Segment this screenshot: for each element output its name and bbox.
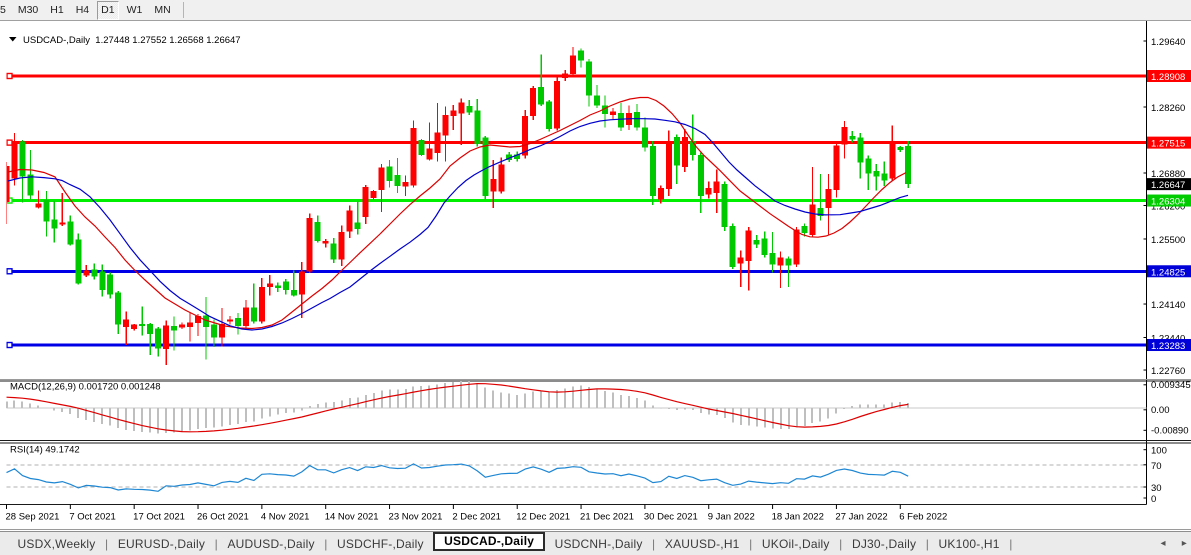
candle-113 — [905, 141, 911, 188]
price-tick-1.25500: 1.25500 — [1151, 235, 1185, 246]
svg-text:1.23283: 1.23283 — [1151, 341, 1185, 352]
timeframe-button-MN[interactable]: MN — [150, 1, 174, 20]
price-badge-1.24825: 1.24825 — [1147, 265, 1191, 278]
rsi-axis-100: 100 — [1151, 446, 1167, 457]
date-label-48: 23 Nov 2021 — [389, 512, 443, 523]
macd-axis-1: 0.00 — [1151, 405, 1170, 416]
timeframe-button-H1[interactable]: H1 — [46, 1, 67, 20]
svg-text:1.26304: 1.26304 — [1151, 197, 1185, 208]
rsi-axis-30: 30 — [1151, 483, 1162, 494]
current-price-badge: 1.26647 — [1147, 178, 1191, 191]
date-label-112: 6 Feb 2022 — [899, 512, 947, 523]
date-label-32: 4 Nov 2021 — [261, 512, 310, 523]
date-label-88: 9 Jan 2022 — [708, 512, 755, 523]
chart-tab-usdcnh-daily[interactable]: USDCNH-,Daily — [545, 532, 652, 555]
rsi-label: RSI(14) 49.1742 — [10, 445, 80, 456]
candle-68 — [546, 100, 552, 132]
candle-66 — [530, 86, 536, 120]
rsi-axis-70: 70 — [1151, 461, 1162, 472]
hline-anchor-1.28908[interactable] — [7, 74, 12, 79]
svg-text:1.24825: 1.24825 — [1151, 267, 1185, 278]
date-label-0: 28 Sep 2021 — [6, 512, 60, 523]
chart-title: USDCAD-,Daily 1.27448 1.27552 1.26568 1.… — [9, 35, 241, 46]
price-badge-1.27515: 1.27515 — [1147, 137, 1191, 150]
chart-tabs-bar: USDX,Weekly|EURUSD-,Daily|AUDUSD-,Daily|… — [0, 531, 1191, 555]
chart-tab-audusd-daily[interactable]: AUDUSD-,Daily — [218, 532, 324, 555]
date-label-64: 12 Dec 2021 — [516, 512, 570, 523]
date-label-80: 30 Dec 2021 — [644, 512, 698, 523]
price-badge-1.28908: 1.28908 — [1147, 70, 1191, 83]
tabs-scroll-left-icon[interactable]: ◂ — [1161, 538, 1166, 549]
price-tick-1.24140: 1.24140 — [1151, 300, 1185, 311]
chart-tab-eurusd-daily[interactable]: EURUSD-,Daily — [108, 532, 214, 555]
chart-canvas[interactable]: USDCAD-,Daily 1.27448 1.27552 1.26568 1.… — [0, 21, 1191, 531]
toolbar-separator — [183, 2, 184, 18]
price-badge-1.26304: 1.26304 — [1147, 195, 1191, 208]
date-label-24: 26 Oct 2021 — [197, 512, 249, 523]
price-tick-1.22760: 1.22760 — [1151, 366, 1185, 377]
date-label-8: 7 Oct 2021 — [69, 512, 115, 523]
price-badge-1.23283: 1.23283 — [1147, 339, 1191, 352]
timeframe-button-W1[interactable]: W1 — [123, 1, 147, 20]
timeframe-button-5[interactable]: 5 — [0, 1, 10, 20]
macd-axis-0: 0.009345 — [1151, 380, 1191, 391]
chart-tab-xauusd-h1[interactable]: XAUUSD-,H1 — [655, 532, 749, 555]
hline-anchor-1.27515[interactable] — [7, 140, 12, 145]
date-label-40: 14 Nov 2021 — [325, 512, 379, 523]
svg-text:1.26647: 1.26647 — [1151, 180, 1185, 191]
tab-separator: | — [1009, 532, 1012, 555]
timeframe-button-H4[interactable]: H4 — [72, 1, 93, 20]
candle-51 — [410, 120, 416, 187]
date-label-96: 18 Jan 2022 — [772, 512, 824, 523]
date-label-16: 17 Oct 2021 — [133, 512, 185, 523]
date-label-104: 27 Jan 2022 — [835, 512, 887, 523]
tabs-scroll-right-icon[interactable]: ▸ — [1182, 538, 1187, 549]
date-label-72: 21 Dec 2021 — [580, 512, 634, 523]
rsi-axis-0: 0 — [1151, 494, 1156, 505]
timeframe-button-M30[interactable]: M30 — [14, 1, 42, 20]
symbol-ohlc-label: USDCAD-,Daily 1.27448 1.27552 1.26568 1.… — [23, 35, 241, 46]
chart-tab-ukoil-daily[interactable]: UKOil-,Daily — [752, 532, 839, 555]
hline-anchor-1.23283[interactable] — [7, 343, 12, 348]
candle-52 — [418, 139, 424, 156]
timeframe-button-D1[interactable]: D1 — [97, 1, 118, 20]
candle-38 — [307, 213, 313, 273]
macd-axis-2: -0.00890 — [1151, 426, 1189, 437]
price-tick-1.29640: 1.29640 — [1151, 37, 1185, 48]
macd-label: MACD(12,26,9) 0.001720 0.001248 — [10, 382, 161, 393]
svg-text:1.27515: 1.27515 — [1151, 139, 1185, 150]
candle-91 — [730, 223, 736, 269]
chart-tab-dj30-daily[interactable]: DJ30-,Daily — [842, 532, 925, 555]
candle-69 — [554, 78, 560, 131]
chart-tab-usdx-weekly[interactable]: USDX,Weekly — [8, 532, 105, 555]
date-label-56: 2 Dec 2021 — [452, 512, 501, 523]
chart-tab-uk100-h1[interactable]: UK100-,H1 — [929, 532, 1009, 555]
price-tick-1.28260: 1.28260 — [1151, 103, 1185, 114]
chart-tab-usdcad-daily[interactable]: USDCAD-,Daily — [433, 532, 545, 551]
svg-text:1.28908: 1.28908 — [1151, 72, 1185, 83]
hline-anchor-1.24825[interactable] — [7, 269, 12, 274]
candle-9 — [75, 234, 81, 285]
chart-area: USDCAD-,Daily 1.27448 1.27552 1.26568 1.… — [0, 21, 1191, 531]
chart-tab-usdchf-daily[interactable]: USDCHF-,Daily — [328, 532, 434, 555]
candle-81 — [650, 141, 656, 205]
candle-104 — [833, 142, 839, 197]
candle-46 — [371, 190, 377, 199]
candle-90 — [722, 181, 728, 231]
